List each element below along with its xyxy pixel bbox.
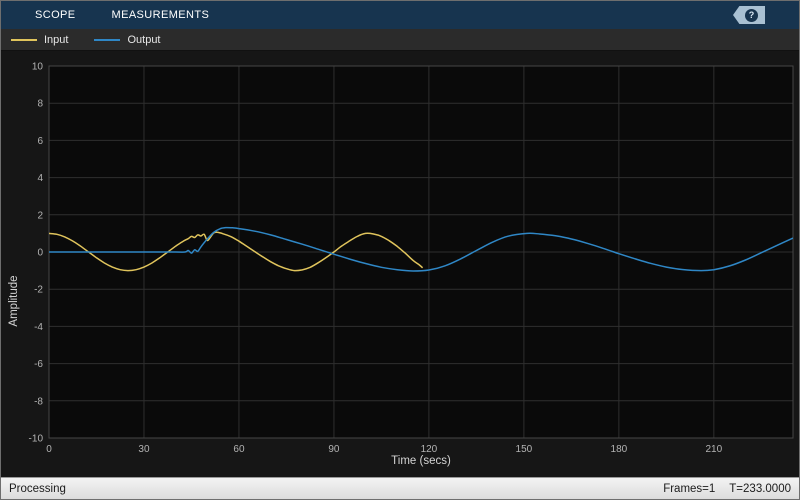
toolbar: SCOPE MEASUREMENTS ? bbox=[1, 1, 799, 29]
svg-text:120: 120 bbox=[421, 444, 438, 455]
status-bar: Processing Frames=1 T=233.0000 bbox=[1, 477, 799, 499]
svg-text:90: 90 bbox=[328, 444, 340, 455]
svg-text:60: 60 bbox=[233, 444, 245, 455]
tab-scope[interactable]: SCOPE bbox=[35, 9, 76, 21]
frames-counter: Frames=1 bbox=[663, 482, 716, 495]
svg-text:-2: -2 bbox=[34, 285, 43, 296]
svg-text:0: 0 bbox=[37, 248, 43, 259]
svg-text:-6: -6 bbox=[34, 359, 43, 370]
time-display: T=233.0000 bbox=[729, 482, 791, 495]
svg-text:2: 2 bbox=[37, 210, 43, 221]
svg-text:-8: -8 bbox=[34, 396, 43, 407]
svg-text:6: 6 bbox=[37, 136, 43, 147]
svg-text:-10: -10 bbox=[29, 434, 44, 445]
input-line-swatch-icon bbox=[11, 38, 37, 41]
legend-label-input: Input bbox=[44, 33, 69, 46]
question-icon: ? bbox=[745, 8, 758, 22]
svg-text:-4: -4 bbox=[34, 322, 43, 333]
svg-text:150: 150 bbox=[516, 444, 533, 455]
svg-text:0: 0 bbox=[46, 444, 52, 455]
svg-text:210: 210 bbox=[706, 444, 723, 455]
legend-label-output: Output bbox=[127, 33, 161, 46]
output-line-swatch-icon bbox=[94, 38, 121, 41]
status-text: Processing bbox=[9, 482, 66, 495]
svg-text:4: 4 bbox=[37, 173, 43, 184]
legend-bar: Input Output bbox=[1, 29, 799, 51]
tab-measurements[interactable]: MEASUREMENTS bbox=[111, 9, 210, 21]
plot-area: 0 30 60 90 120 150 180 210 -10 -8 -6 -4 -2 0 2 4 6 8 10 Am… bbox=[1, 51, 799, 477]
svg-text:30: 30 bbox=[138, 444, 150, 455]
svg-text:8: 8 bbox=[37, 99, 43, 110]
legend-item-output[interactable]: Output bbox=[94, 33, 161, 46]
scope-plot[interactable]: 0 30 60 90 120 150 180 210 -10 -8 -6 -4 -2 0 2 4 6 8 10 bbox=[1, 51, 800, 479]
help-button[interactable]: ? bbox=[733, 6, 765, 24]
legend-item-input[interactable]: Input bbox=[11, 34, 68, 46]
svg-text:10: 10 bbox=[32, 62, 44, 73]
svg-text:180: 180 bbox=[611, 444, 628, 455]
